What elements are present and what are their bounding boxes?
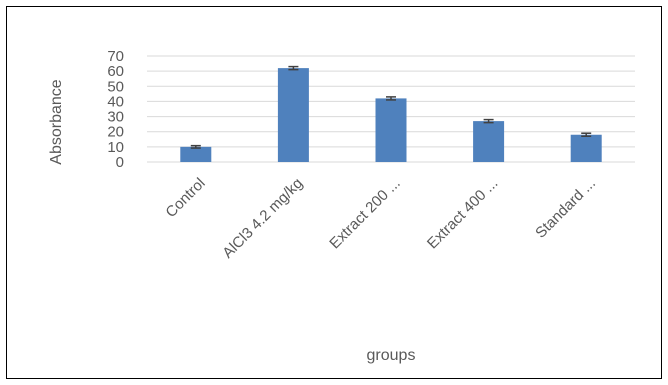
bar — [375, 98, 407, 162]
y-tick-label: 0 — [116, 154, 124, 171]
bar — [570, 134, 602, 162]
bar — [180, 146, 212, 162]
y-tick-label: 20 — [107, 124, 124, 141]
y-tick-label: 10 — [107, 139, 124, 156]
y-tick-label: 70 — [107, 48, 124, 65]
y-axis-title: Absorbance — [48, 79, 65, 164]
x-tick-label: Control — [162, 175, 208, 221]
chart-frame — [6, 6, 662, 379]
error-bars — [190, 65, 592, 149]
x-tick-label: Extract 200 ... — [326, 175, 403, 252]
x-tick-label: Extract 400 ... — [424, 175, 501, 252]
bars — [180, 68, 602, 162]
error-bar — [483, 118, 494, 124]
error-bar — [386, 96, 396, 101]
y-tick-label: 60 — [107, 63, 124, 80]
bar — [277, 68, 309, 162]
bar — [473, 121, 505, 162]
error-bar — [190, 144, 201, 149]
x-tick-labels: Control AlCl3 4.2 mg/kg Extract 200 ... Ext… — [162, 175, 599, 262]
x-axis-title: groups — [367, 347, 416, 364]
error-bar — [581, 132, 592, 138]
y-tick-label: 50 — [107, 78, 124, 95]
x-tick-label: Standard ... — [532, 175, 599, 242]
y-tick-label: 40 — [107, 93, 124, 110]
error-bar — [288, 65, 299, 71]
y-tick-label: 30 — [107, 109, 124, 126]
x-tick-label: AlCl3 4.2 mg/kg — [219, 175, 306, 262]
